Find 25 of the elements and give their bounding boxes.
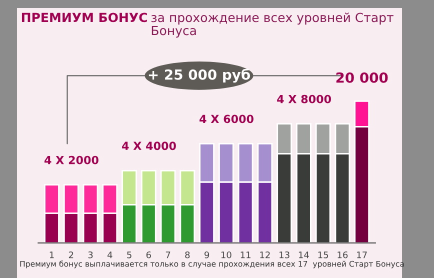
- annotation: 4 X 4000: [122, 142, 176, 150]
- x-tick-label: 8: [185, 251, 190, 258]
- x-tick-label: 14: [298, 252, 309, 258]
- annotation: 4 X 2000: [44, 156, 98, 164]
- x-tick-label: 15: [318, 252, 328, 258]
- x-tick-label: 9: [204, 251, 210, 258]
- chart-subtitle: за прохождение всех уровней Старт Бонуса: [151, 12, 394, 38]
- x-tick-label: 1: [50, 252, 54, 258]
- x-tick-label: 13: [280, 251, 290, 258]
- x-tick-label: 5: [127, 252, 132, 258]
- x-tick-label: 6: [146, 251, 151, 258]
- x-tick-label: 11: [240, 252, 250, 258]
- x-tick-label: 12: [260, 251, 270, 258]
- chart-title: ПРЕМИУМ БОНУС: [22, 12, 147, 22]
- annotation: 4 X 6000: [200, 114, 254, 124]
- x-tick-label: 16: [338, 251, 348, 258]
- x-tick-label: 10: [221, 251, 232, 258]
- annotation: 4 X 8000: [277, 94, 331, 104]
- text: 20 000: [336, 72, 388, 83]
- x-tick-label: 17: [357, 252, 367, 258]
- x-tick-label: 4: [107, 252, 112, 258]
- text: + 25 000 руб: [148, 68, 250, 83]
- x-tick-label: 3: [88, 251, 93, 258]
- x-tick-label: 7: [166, 252, 170, 258]
- x-tick-label: 2: [68, 251, 74, 258]
